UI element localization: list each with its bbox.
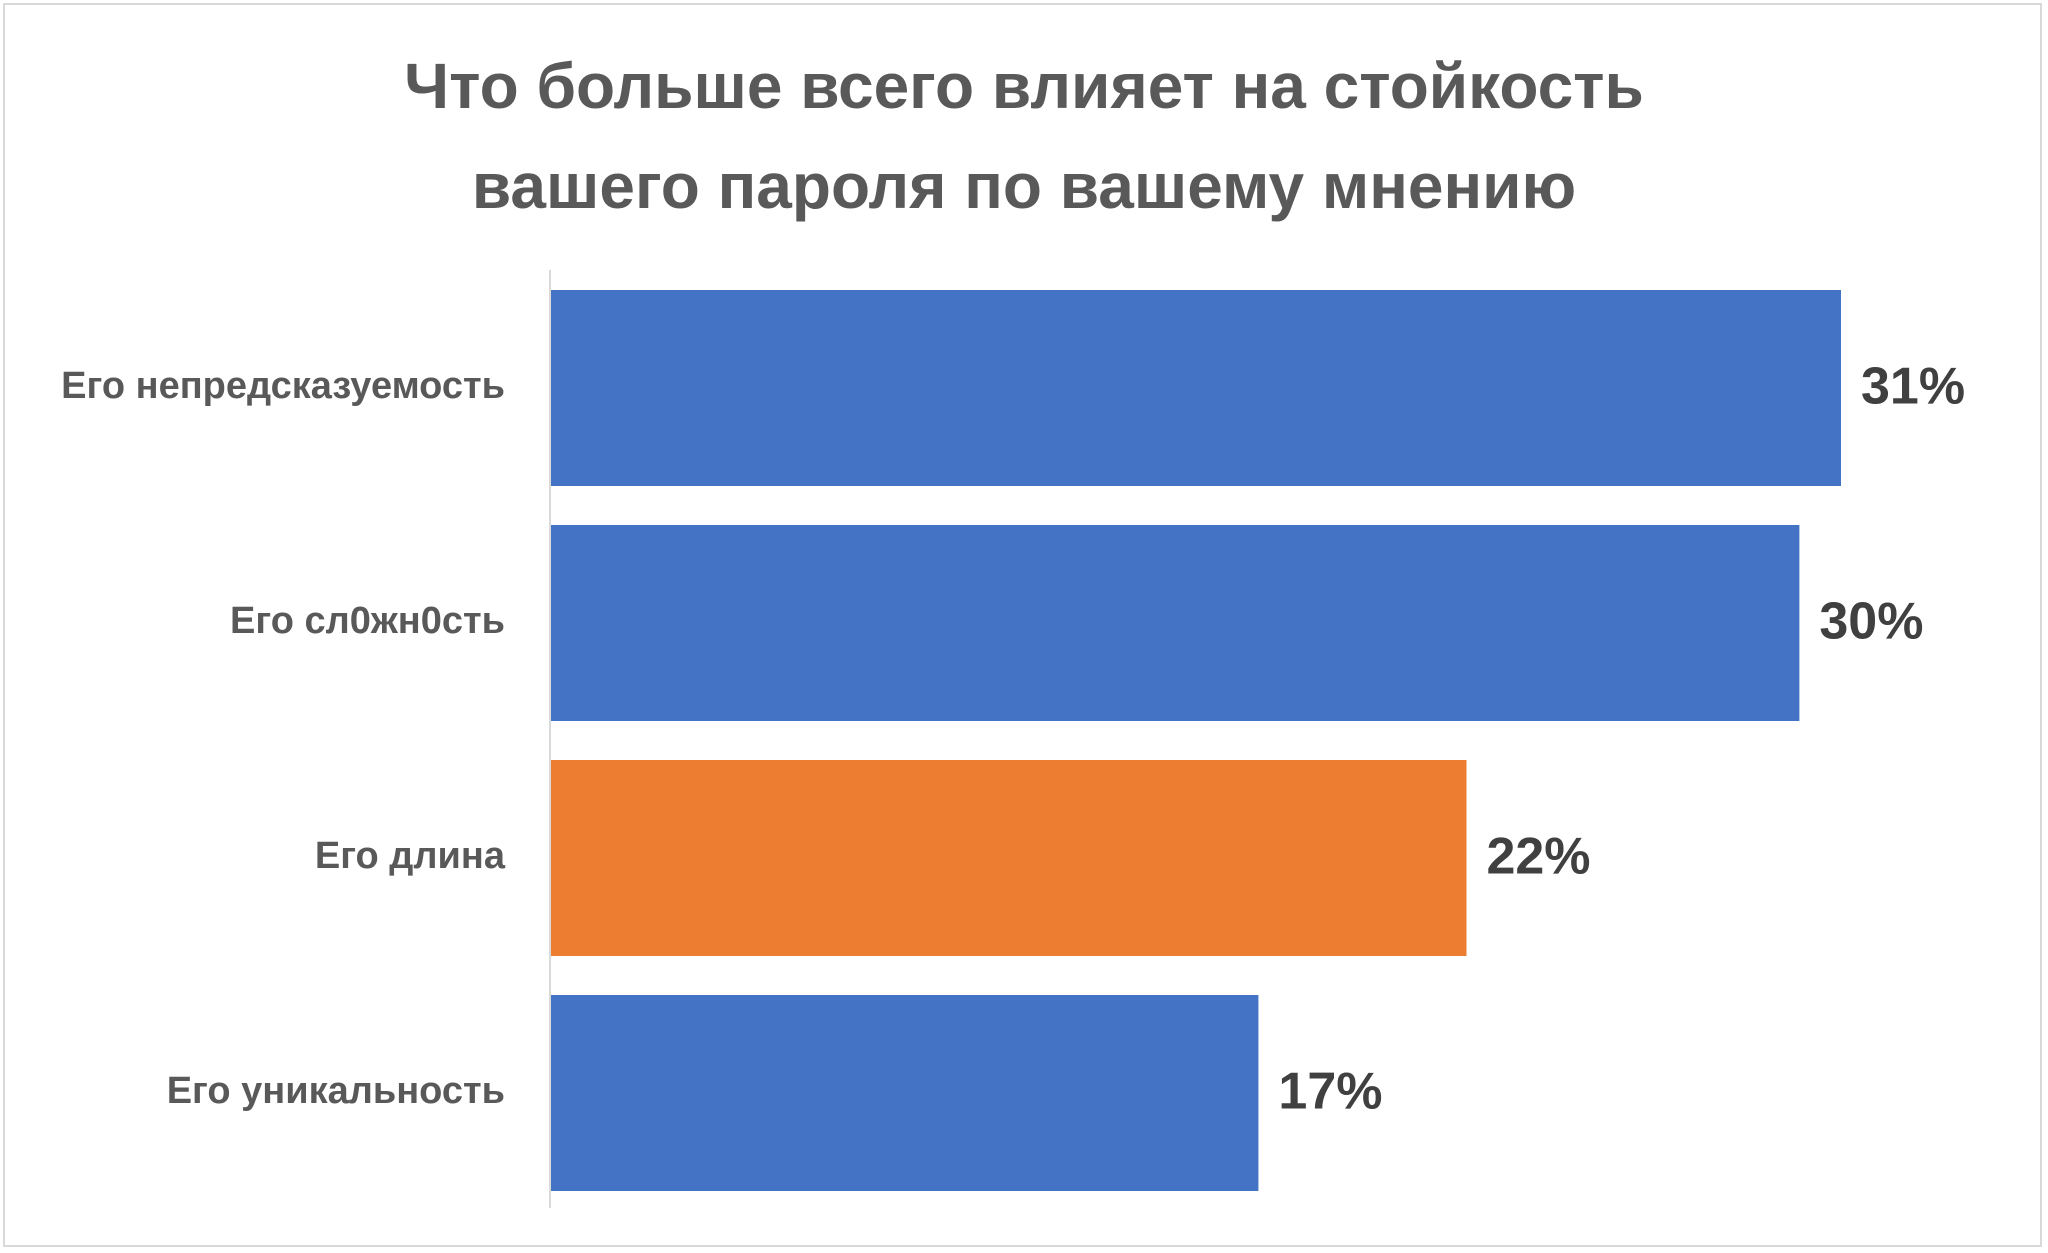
category-label: Его уникальность bbox=[167, 1070, 505, 1112]
data-label: 17% bbox=[1278, 1063, 1382, 1121]
bar bbox=[551, 290, 1841, 486]
category-label: Его длина bbox=[315, 835, 506, 877]
bar bbox=[551, 525, 1800, 721]
bar bbox=[551, 760, 1467, 956]
chart-title-line-1: Что больше всего влияет на стойкость bbox=[404, 50, 1644, 122]
chart-title-line-2: вашего пароля по вашему мнению bbox=[471, 150, 1577, 222]
category-label: Его сл0жн0сть bbox=[230, 600, 505, 642]
bar bbox=[551, 995, 1259, 1191]
chart-title: Что больше всего влияет на стойкость ваш… bbox=[0, 36, 2048, 236]
category-label: Его непредсказуемость bbox=[61, 365, 505, 407]
data-label: 30% bbox=[1819, 593, 1923, 651]
data-label: 31% bbox=[1861, 358, 1965, 416]
data-label: 22% bbox=[1486, 828, 1590, 886]
